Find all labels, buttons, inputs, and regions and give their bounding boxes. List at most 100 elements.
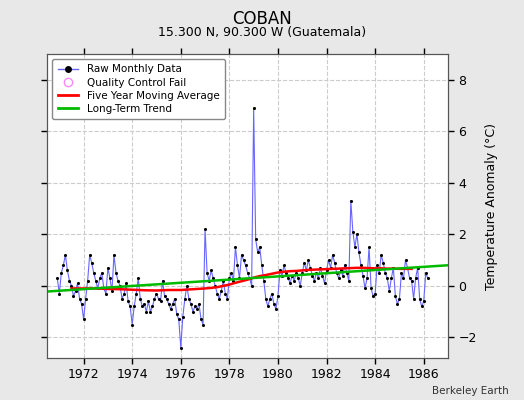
- Point: [174, 316, 183, 322]
- Point: [132, 290, 140, 297]
- Point: [406, 275, 414, 281]
- Point: [126, 303, 134, 310]
- Point: [268, 290, 276, 297]
- Point: [272, 306, 280, 312]
- Point: [172, 311, 181, 318]
- Point: [138, 303, 147, 310]
- Point: [154, 296, 162, 302]
- Point: [195, 301, 203, 307]
- Point: [242, 262, 250, 268]
- Point: [231, 244, 239, 250]
- Point: [266, 296, 274, 302]
- Point: [331, 260, 339, 266]
- Point: [211, 283, 220, 289]
- Point: [209, 275, 217, 281]
- Point: [169, 301, 177, 307]
- Text: COBAN: COBAN: [232, 10, 292, 28]
- Point: [387, 275, 396, 281]
- Point: [278, 272, 286, 279]
- Point: [130, 303, 138, 310]
- Point: [213, 290, 222, 297]
- Point: [393, 301, 401, 307]
- Point: [361, 285, 369, 292]
- Point: [144, 298, 152, 304]
- Point: [59, 262, 68, 268]
- Point: [197, 316, 205, 322]
- Point: [347, 198, 355, 204]
- Point: [254, 249, 262, 256]
- Point: [156, 298, 165, 304]
- Point: [284, 275, 292, 281]
- Point: [237, 252, 246, 258]
- Point: [136, 296, 145, 302]
- Point: [78, 301, 86, 307]
- Point: [339, 272, 347, 279]
- Point: [140, 301, 148, 307]
- Point: [120, 290, 128, 297]
- Point: [324, 257, 333, 263]
- Point: [225, 275, 234, 281]
- Point: [179, 314, 187, 320]
- Point: [333, 270, 341, 276]
- Point: [314, 275, 323, 281]
- Point: [369, 293, 377, 299]
- Point: [371, 290, 379, 297]
- Point: [203, 270, 211, 276]
- Point: [377, 252, 386, 258]
- Point: [334, 275, 343, 281]
- Point: [167, 306, 175, 312]
- Point: [351, 244, 359, 250]
- Point: [104, 265, 112, 271]
- Point: [124, 298, 133, 304]
- Point: [235, 275, 244, 281]
- Point: [90, 270, 98, 276]
- Point: [381, 270, 389, 276]
- Point: [298, 270, 307, 276]
- Point: [229, 278, 237, 284]
- Point: [223, 296, 232, 302]
- Point: [162, 296, 171, 302]
- Point: [411, 275, 420, 281]
- Point: [336, 267, 345, 274]
- Point: [249, 105, 258, 111]
- Point: [280, 262, 288, 268]
- Point: [114, 278, 122, 284]
- Point: [359, 272, 367, 279]
- Point: [146, 308, 155, 315]
- Point: [423, 275, 432, 281]
- Point: [152, 290, 161, 297]
- Point: [399, 275, 408, 281]
- Point: [403, 265, 412, 271]
- Point: [310, 278, 319, 284]
- Point: [322, 267, 331, 274]
- Point: [290, 278, 298, 284]
- Point: [320, 280, 329, 286]
- Point: [57, 270, 66, 276]
- Point: [282, 270, 290, 276]
- Point: [193, 306, 201, 312]
- Point: [256, 244, 264, 250]
- Point: [61, 252, 70, 258]
- Point: [363, 275, 371, 281]
- Point: [252, 236, 260, 243]
- Point: [357, 262, 365, 268]
- Point: [215, 296, 223, 302]
- Point: [259, 278, 268, 284]
- Point: [106, 275, 114, 281]
- Point: [227, 270, 236, 276]
- Point: [343, 270, 351, 276]
- Point: [71, 288, 80, 294]
- Point: [276, 267, 284, 274]
- Point: [306, 265, 314, 271]
- Point: [112, 270, 120, 276]
- Point: [395, 296, 403, 302]
- Point: [420, 298, 428, 304]
- Point: [75, 296, 84, 302]
- Point: [187, 301, 195, 307]
- Point: [389, 265, 398, 271]
- Point: [385, 288, 394, 294]
- Point: [116, 283, 124, 289]
- Point: [184, 296, 193, 302]
- Point: [181, 296, 189, 302]
- Point: [97, 270, 106, 276]
